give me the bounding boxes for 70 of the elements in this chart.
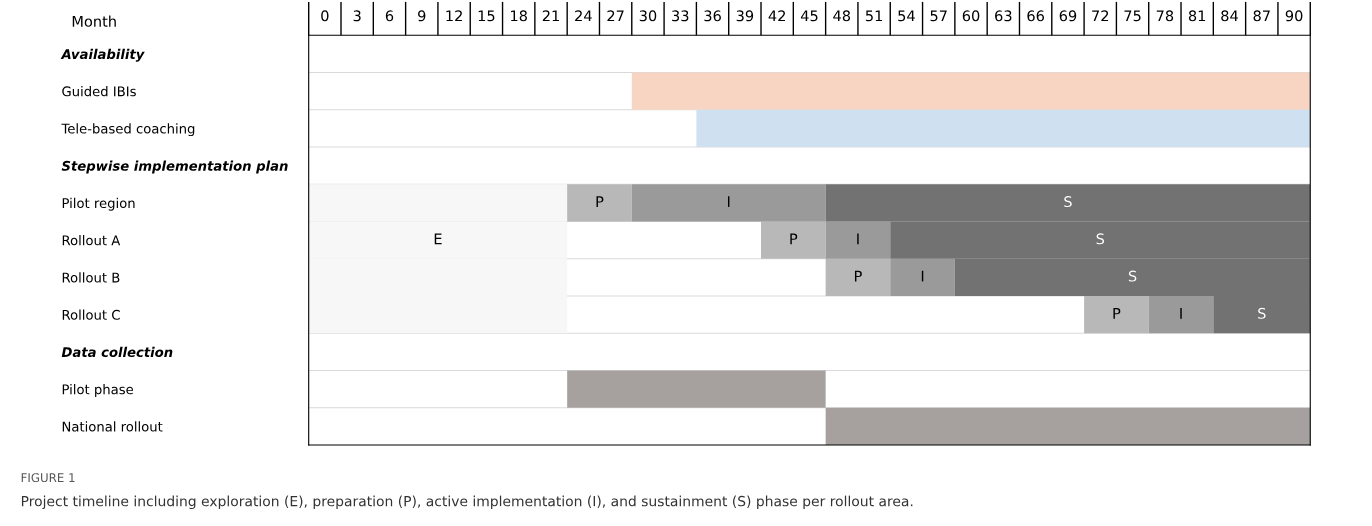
bar [567, 370, 826, 408]
text: Project timeline including exploration (E), preparation (P), active implementation (I), and sustainment (S) phase per rollout area. [21, 495, 913, 510]
y-tick-label: National rollout [62, 421, 163, 432]
bar [1148, 295, 1214, 334]
x-tick-label: 21 [542, 10, 559, 22]
x-tick-label: 30 [639, 10, 657, 22]
y-tick-label: Tele-based coaching [61, 123, 195, 137]
data-label: I [727, 196, 730, 207]
bar [890, 258, 955, 296]
x-tick-label: 39 [736, 10, 754, 22]
data-label: S [1128, 270, 1137, 282]
x-tick-label: 6 [385, 10, 394, 22]
x-tick-label: 60 [962, 10, 980, 22]
x-axis-title: Month [72, 15, 116, 27]
data-label: P [596, 196, 604, 207]
x-tick-label: 3 [353, 10, 361, 22]
y-tick-label: Rollout B [62, 272, 120, 283]
x-tick-label: 15 [478, 10, 495, 22]
data-label: S [1258, 307, 1266, 319]
x-tick-label: 90 [1285, 10, 1303, 22]
x-tick-label: 27 [607, 10, 624, 22]
y-tick-label: Pilot region [62, 197, 135, 211]
x-tick-label: 36 [704, 10, 721, 22]
data-label: I [921, 270, 924, 282]
bar [631, 184, 826, 222]
x-tick-label: 69 [1059, 10, 1077, 22]
x-tick-label: 78 [1156, 10, 1174, 22]
data-label: S [1064, 196, 1072, 208]
x-tick-label: 84 [1221, 10, 1238, 22]
caption: FIGURE 1 [21, 473, 75, 483]
bar [631, 72, 1311, 110]
x-tick-label: 57 [930, 10, 947, 22]
y-tick-label: Availability [60, 48, 145, 62]
x-tick-label: 42 [768, 10, 785, 22]
x-tick-label: 9 [418, 10, 426, 22]
x-tick-label: 18 [511, 10, 527, 22]
data-label: P [1113, 308, 1121, 319]
y-tick-label: Data collection [61, 346, 173, 358]
bar [761, 221, 826, 259]
x-tick-label: 66 [1027, 10, 1044, 22]
x-tick-label: 45 [800, 10, 818, 22]
x-tick-label: 51 [865, 10, 883, 22]
x-tick-label: 54 [898, 10, 915, 22]
y-tick-label: Pilot phase [62, 384, 134, 397]
y-tick-label: Rollout C [62, 309, 120, 320]
bar [567, 184, 632, 222]
x-tick-label: 72 [1092, 10, 1109, 22]
x-tick-label: 75 [1124, 10, 1141, 22]
x-tick-label: 63 [995, 10, 1012, 22]
data-label: I [857, 233, 859, 245]
x-tick-label: 87 [1253, 10, 1270, 22]
data-label: S [1096, 233, 1105, 245]
x-tick-label: 24 [575, 10, 592, 22]
y-tick-label: Stepwise implementation plan [61, 160, 288, 174]
bar [825, 221, 891, 259]
x-tick-label: 33 [672, 10, 689, 22]
y-tick-label: Rollout A [62, 235, 121, 246]
bar [696, 109, 1311, 147]
bar [825, 407, 1311, 445]
bar [825, 258, 891, 296]
x-tick-label: 48 [833, 10, 851, 22]
x-tick-label: 12 [446, 10, 462, 22]
data-label: I [1180, 308, 1182, 319]
data-label: P [854, 270, 862, 282]
bar [1084, 295, 1149, 334]
x-tick-label: 81 [1188, 10, 1206, 22]
data-label: E [434, 233, 442, 245]
y-tick-label: Guided IBIs [62, 86, 136, 97]
x-tick-label: 0 [321, 10, 329, 22]
data-label: P [790, 233, 798, 245]
